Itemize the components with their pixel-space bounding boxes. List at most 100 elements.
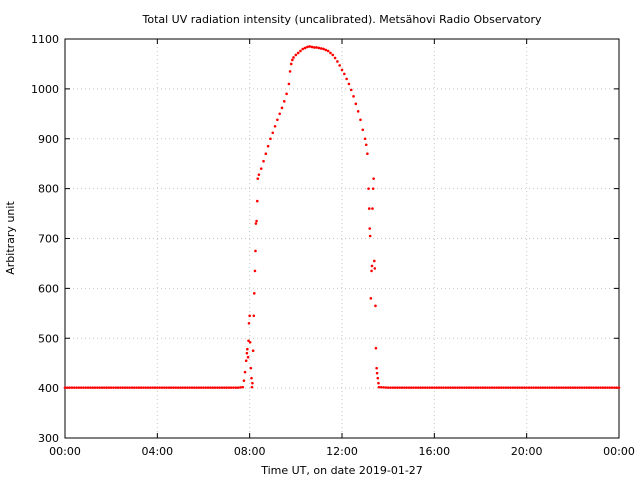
data-point: [243, 370, 247, 374]
data-point: [112, 386, 115, 389]
data-point: [269, 137, 272, 141]
data-point: [123, 386, 127, 389]
x-tick-label: 20:00: [511, 445, 543, 458]
data-point: [313, 46, 316, 49]
y-tick-label: 500: [38, 332, 59, 345]
data-point: [264, 152, 268, 156]
data-point: [364, 143, 368, 147]
data-point: [273, 124, 277, 128]
data-point: [585, 386, 588, 389]
chart-title: Total UV radiation intensity (uncalibrat…: [142, 13, 542, 26]
data-point: [232, 386, 235, 389]
data-point: [310, 45, 314, 49]
data-point: [204, 386, 208, 389]
data-point: [562, 386, 565, 389]
data-point: [255, 219, 258, 223]
data-point: [249, 366, 253, 370]
data-point: [382, 386, 385, 389]
data-point: [199, 386, 203, 389]
data-point: [374, 304, 377, 308]
data-point: [333, 56, 337, 60]
data-point: [227, 386, 231, 389]
data-point: [329, 51, 332, 55]
data-point: [541, 386, 545, 389]
data-point: [70, 386, 74, 389]
y-tick-label: 400: [38, 382, 59, 395]
data-point: [426, 386, 429, 389]
data-point: [583, 386, 586, 389]
data-point: [254, 222, 258, 225]
data-point: [340, 68, 344, 72]
data-point: [296, 51, 300, 55]
data-point: [511, 386, 515, 389]
data-point: [247, 321, 251, 325]
data-point: [130, 386, 134, 389]
data-point: [308, 45, 311, 48]
data-point: [527, 386, 531, 389]
data-point: [398, 386, 402, 389]
data-point: [442, 386, 445, 389]
data-point: [405, 386, 408, 389]
data-point: [451, 386, 455, 389]
data-point: [285, 92, 288, 96]
data-point: [244, 359, 248, 362]
data-point: [553, 386, 556, 389]
data-point: [254, 249, 257, 253]
data-point: [613, 386, 616, 389]
data-point: [287, 82, 291, 86]
data-point: [371, 207, 374, 210]
data-point: [373, 267, 377, 270]
data-point: [292, 56, 295, 59]
data-point: [576, 386, 579, 389]
data-point: [546, 386, 549, 389]
data-point: [144, 386, 148, 389]
data-point: [416, 386, 420, 389]
y-tick-label: 1100: [31, 33, 59, 46]
data-point: [84, 386, 88, 389]
data-point: [374, 346, 378, 350]
data-point: [456, 386, 459, 389]
data-point: [379, 385, 383, 389]
data-point: [109, 386, 113, 389]
y-axis-label: Arbitrary unit: [4, 201, 17, 275]
data-point: [245, 351, 249, 355]
data-point: [396, 386, 399, 389]
data-point: [486, 386, 489, 389]
data-point: [532, 386, 535, 389]
data-point: [197, 386, 201, 389]
data-point: [343, 72, 346, 76]
data-point: [467, 386, 471, 389]
data-point: [590, 386, 593, 389]
y-tick-label: 900: [38, 133, 59, 146]
data-point: [86, 386, 90, 389]
data-point: [301, 47, 305, 51]
data-point: [433, 386, 436, 389]
data-point: [96, 386, 99, 389]
data-point: [578, 386, 582, 389]
data-point: [174, 386, 178, 389]
data-point: [497, 386, 501, 389]
data-point: [419, 386, 422, 389]
data-point: [239, 386, 242, 389]
data-point: [573, 386, 577, 389]
data-point: [278, 112, 281, 116]
data-point: [176, 386, 180, 389]
data-point: [412, 386, 415, 389]
data-point: [195, 386, 198, 389]
data-point: [288, 70, 292, 73]
data-point: [369, 297, 373, 300]
data-point: [608, 386, 612, 389]
data-point: [206, 386, 210, 389]
data-point: [548, 386, 552, 389]
data-point: [149, 386, 152, 389]
data-point: [236, 386, 240, 389]
data-point: [139, 386, 143, 389]
data-point: [135, 386, 138, 389]
data-point: [543, 386, 547, 389]
data-point: [142, 386, 145, 389]
data-point: [363, 137, 367, 141]
data-point: [186, 386, 189, 389]
y-tick-label: 300: [38, 432, 59, 445]
data-point: [172, 386, 175, 389]
